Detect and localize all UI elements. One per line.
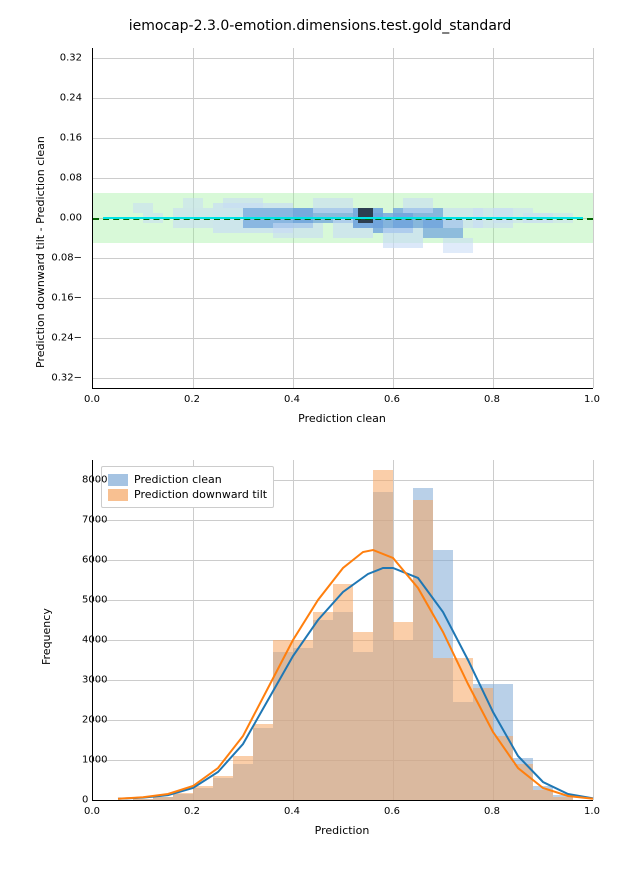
- top-xtick-label: 0.4: [284, 394, 300, 405]
- bottom-xtick-label: 0.4: [284, 806, 300, 817]
- top-xtick-label: 0.2: [184, 394, 200, 405]
- bottom-ytick-label: 7000: [82, 515, 107, 526]
- bottom-y-axis-label: Frequency: [40, 608, 53, 665]
- kde-overlay: [93, 460, 593, 800]
- legend-item: Prediction clean: [108, 473, 267, 486]
- bottom-xtick-label: 0.6: [384, 806, 400, 817]
- bottom-x-axis-label: Prediction: [92, 824, 592, 837]
- heat-cell: [403, 198, 433, 213]
- legend-swatch: [108, 489, 128, 501]
- gridline: [93, 178, 593, 179]
- bottom-ytick-label: 6000: [82, 555, 107, 566]
- gridline: [93, 58, 593, 59]
- kde-clean: [118, 568, 593, 799]
- bottom-ytick-label: 2000: [82, 715, 107, 726]
- legend-label: Prediction downward tilt: [134, 488, 267, 501]
- legend: Prediction clean Prediction downward tilt: [101, 466, 274, 508]
- gridline: [593, 460, 594, 800]
- heat-cell: [443, 238, 473, 253]
- gridline: [93, 298, 593, 299]
- top-y-axis-label: Prediction downward tilt - Prediction cl…: [34, 136, 47, 368]
- heat-cell: [313, 198, 353, 213]
- heat-cell: [273, 223, 323, 238]
- gridline: [93, 338, 593, 339]
- legend-item: Prediction downward tilt: [108, 488, 267, 501]
- heat-cell: [223, 198, 263, 208]
- gridline: [93, 138, 593, 139]
- bottom-ytick-label: 8000: [82, 475, 107, 486]
- gridline: [93, 378, 593, 379]
- gridline: [93, 98, 593, 99]
- top-xtick-label: 1.0: [584, 394, 600, 405]
- gridline: [93, 258, 593, 259]
- bottom-ytick-label: 5000: [82, 595, 107, 606]
- heat-cell: [133, 203, 153, 213]
- bottom-ytick-label: 4000: [82, 635, 107, 646]
- top-xtick-label: 0.6: [384, 394, 400, 405]
- figure-title: iemocap-2.3.0-emotion.dimensions.test.go…: [0, 18, 640, 34]
- heat-cell: [358, 208, 373, 223]
- bottom-xtick-label: 1.0: [584, 806, 600, 817]
- top-x-axis-label: Prediction clean: [92, 412, 592, 425]
- legend-swatch: [108, 474, 128, 486]
- bottom-xtick-label: 0.0: [84, 806, 100, 817]
- bottom-xtick-label: 0.8: [484, 806, 500, 817]
- trend-line: [103, 217, 583, 219]
- top-xtick-label: 0.8: [484, 394, 500, 405]
- heat-cell: [383, 228, 423, 248]
- figure: iemocap-2.3.0-emotion.dimensions.test.go…: [0, 0, 640, 880]
- bottom-ytick-label: 1000: [82, 755, 107, 766]
- bottom-ytick-label: 3000: [82, 675, 107, 686]
- gridline: [593, 48, 594, 388]
- kde-tilt: [118, 550, 593, 799]
- legend-label: Prediction clean: [134, 473, 222, 486]
- top-plot-area: [92, 48, 593, 389]
- top-xtick-label: 0.0: [84, 394, 100, 405]
- bottom-ytick-label: 0: [82, 795, 88, 806]
- bottom-xtick-label: 0.2: [184, 806, 200, 817]
- bottom-plot-area: Prediction clean Prediction downward tilt: [92, 460, 593, 801]
- heat-cell: [183, 198, 203, 208]
